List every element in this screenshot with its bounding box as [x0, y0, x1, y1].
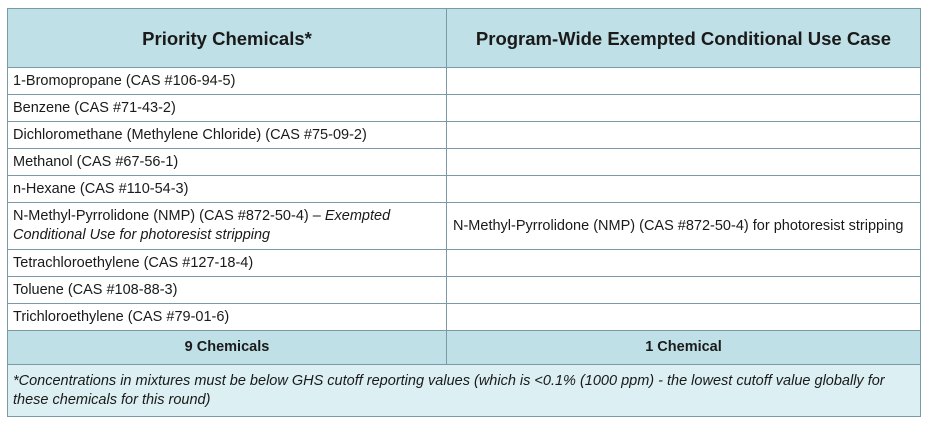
table-row: Trichloroethylene (CAS #79-01-6) — [7, 303, 921, 331]
chemical-cell: Toluene (CAS #108-88-3) — [7, 276, 447, 304]
exemption-cell — [446, 249, 921, 277]
header-priority-chemicals: Priority Chemicals* — [7, 8, 447, 68]
table-row: n-Hexane (CAS #110-54-3) — [7, 175, 921, 203]
priority-chemicals-table: Priority Chemicals* Program-Wide Exempte… — [7, 8, 921, 417]
chemicals-table-container: Priority Chemicals* Program-Wide Exempte… — [7, 8, 921, 417]
chemical-cell: Trichloroethylene (CAS #79-01-6) — [7, 303, 447, 331]
chemical-cell: Dichloromethane (Methylene Chloride) (CA… — [7, 121, 447, 149]
table-header-row: Priority Chemicals* Program-Wide Exempte… — [7, 8, 921, 68]
table-row: Toluene (CAS #108-88-3) — [7, 276, 921, 304]
table-row: N-Methyl-Pyrrolidone (NMP) (CAS #872-50-… — [7, 202, 921, 250]
exemption-cell — [446, 276, 921, 304]
totals-row: 9 Chemicals 1 Chemical — [7, 330, 921, 365]
chemical-cell: Tetrachloroethylene (CAS #127-18-4) — [7, 249, 447, 277]
chemical-cell: Benzene (CAS #71-43-2) — [7, 94, 447, 122]
exemption-cell: N-Methyl-Pyrrolidone (NMP) (CAS #872-50-… — [446, 202, 921, 250]
exemption-cell — [446, 67, 921, 95]
chemical-cell: n-Hexane (CAS #110-54-3) — [7, 175, 447, 203]
total-chemicals-count: 9 Chemicals — [7, 330, 447, 365]
chemical-exemption-note: Exempted Conditional Use for photoresist… — [13, 208, 391, 243]
exemption-cell — [446, 303, 921, 331]
chemical-name: N-Methyl-Pyrrolidone (NMP) (CAS #872-50-… — [13, 208, 325, 224]
table-row: Benzene (CAS #71-43-2) — [7, 94, 921, 122]
footnote-text: *Concentrations in mixtures must be belo… — [7, 364, 921, 417]
chemical-cell: Methanol (CAS #67-56-1) — [7, 148, 447, 176]
chemical-cell: 1-Bromopropane (CAS #106-94-5) — [7, 67, 447, 95]
table-row: Dichloromethane (Methylene Chloride) (CA… — [7, 121, 921, 149]
table-row: Methanol (CAS #67-56-1) — [7, 148, 921, 176]
table-row: 1-Bromopropane (CAS #106-94-5) — [7, 67, 921, 95]
footnote-row: *Concentrations in mixtures must be belo… — [7, 364, 921, 417]
total-exemptions-count: 1 Chemical — [446, 330, 921, 365]
chemical-cell: N-Methyl-Pyrrolidone (NMP) (CAS #872-50-… — [7, 202, 447, 250]
exemption-cell — [446, 148, 921, 176]
table-row: Tetrachloroethylene (CAS #127-18-4) — [7, 249, 921, 277]
exemption-cell — [446, 121, 921, 149]
header-exempted-use-case: Program-Wide Exempted Conditional Use Ca… — [446, 8, 921, 68]
exemption-cell — [446, 94, 921, 122]
exemption-cell — [446, 175, 921, 203]
